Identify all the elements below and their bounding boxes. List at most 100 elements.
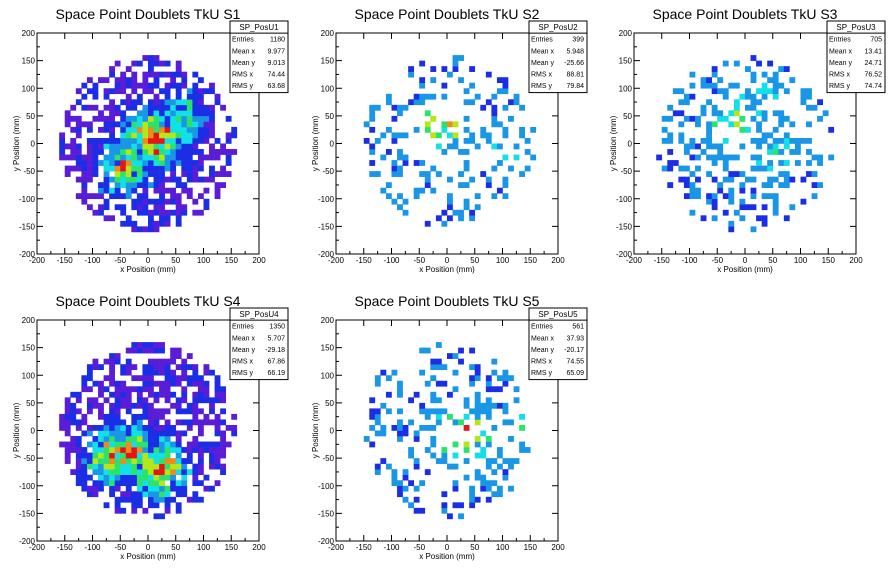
histogram-bin xyxy=(519,126,525,133)
y-tick-label: -150 xyxy=(318,222,335,231)
histogram-bin xyxy=(114,413,121,420)
histogram-bin xyxy=(120,77,127,84)
histogram-bin xyxy=(120,397,127,404)
histogram-bin xyxy=(98,447,104,453)
histogram-bin xyxy=(209,104,215,111)
histogram-bin xyxy=(491,469,498,475)
histogram-bin xyxy=(424,408,431,415)
histogram-bin xyxy=(153,413,160,420)
y-tick-label: -150 xyxy=(19,509,36,518)
histogram-bin xyxy=(413,463,420,470)
histogram-bin xyxy=(125,458,132,464)
histogram-bin xyxy=(435,358,442,365)
histogram-bin xyxy=(120,380,127,387)
histogram-bin xyxy=(120,424,127,431)
histogram-bin xyxy=(192,99,199,106)
histogram-bin xyxy=(491,143,498,150)
histogram-bin xyxy=(125,77,132,84)
histogram-bin xyxy=(131,458,138,464)
histogram-bin xyxy=(452,132,459,139)
histogram-bin xyxy=(125,171,132,177)
histogram-bin xyxy=(186,353,193,359)
histogram-bin xyxy=(480,171,487,177)
histogram-bin xyxy=(142,171,149,177)
histogram-bin xyxy=(209,121,215,128)
histogram-bin xyxy=(159,364,165,371)
histogram-bin xyxy=(159,132,165,139)
histogram-bin xyxy=(761,204,768,211)
stats-box-name: SP_PosU3 xyxy=(836,23,876,32)
histogram-bin xyxy=(491,110,498,117)
histogram-bin xyxy=(794,160,801,166)
histogram-bin xyxy=(181,110,188,117)
histogram-bin xyxy=(125,364,132,371)
histogram-bin xyxy=(772,77,779,84)
histogram-bin xyxy=(192,115,199,122)
histogram-bin xyxy=(86,193,93,200)
histogram-bin xyxy=(153,165,160,172)
histogram-bin xyxy=(474,402,481,409)
histogram-bin xyxy=(114,391,121,398)
histogram-bin xyxy=(170,209,177,216)
histogram-bin xyxy=(469,491,476,498)
histogram-bin xyxy=(142,485,149,492)
histogram-bin xyxy=(103,187,110,194)
histogram-bin xyxy=(86,408,93,415)
histogram-bin xyxy=(380,424,387,431)
histogram-bin xyxy=(733,110,740,117)
histogram-bin xyxy=(711,66,718,72)
y-tick-label: -50 xyxy=(620,167,632,176)
histogram-bin xyxy=(148,110,154,117)
histogram-bin xyxy=(92,397,99,404)
histogram-bin xyxy=(159,408,165,415)
histogram-bin xyxy=(491,165,498,172)
panel-title: Space Point Doublets TkU S3 xyxy=(653,6,838,22)
histogram-bin xyxy=(159,88,165,95)
histogram-bin xyxy=(374,413,381,420)
histogram-bin xyxy=(148,121,154,128)
histogram-bin xyxy=(385,375,392,382)
histogram-bin xyxy=(136,171,143,177)
histogram-bin xyxy=(209,447,215,453)
histogram-bin xyxy=(750,165,757,172)
histogram-bin xyxy=(203,121,210,128)
x-tick-label: -200 xyxy=(328,543,345,552)
histogram-bin xyxy=(98,149,104,155)
histogram-bin xyxy=(125,347,132,354)
histogram-bin xyxy=(380,132,387,139)
y-tick-label: 100 xyxy=(321,84,335,93)
histogram-bin xyxy=(783,160,790,166)
histogram-bin xyxy=(159,463,165,470)
stats-row-value: 63.68 xyxy=(267,83,285,90)
histogram-bin xyxy=(136,121,143,128)
histogram-bin xyxy=(231,149,238,155)
histogram-bin xyxy=(363,137,370,144)
histogram-bin xyxy=(209,408,215,415)
histogram-bin xyxy=(170,187,177,194)
panel-title: Space Point Doublets TkU S4 xyxy=(56,293,241,309)
histogram-bin xyxy=(103,88,110,95)
histogram-bin xyxy=(164,430,171,437)
histogram-bin xyxy=(148,402,154,409)
histogram-bin xyxy=(175,66,182,72)
x-tick-label: -150 xyxy=(57,543,74,552)
histogram-bin xyxy=(391,369,398,376)
histogram-bin xyxy=(778,160,785,166)
histogram-bin xyxy=(419,480,426,487)
histogram-bin xyxy=(125,66,132,72)
histogram-bin xyxy=(778,110,785,117)
histogram-bin xyxy=(197,458,204,464)
histogram-bin xyxy=(164,149,171,155)
histogram-bin xyxy=(678,88,685,95)
histogram-bin xyxy=(225,115,232,122)
histogram-bin xyxy=(452,441,459,448)
histogram-bin xyxy=(131,77,138,84)
histogram-bin xyxy=(209,126,215,133)
histogram-bin xyxy=(441,149,448,155)
histogram-bin xyxy=(86,375,93,382)
histogram-bin xyxy=(136,226,143,233)
histogram-bin xyxy=(175,215,182,222)
histogram-bin xyxy=(136,160,143,166)
histogram-bin xyxy=(109,413,115,420)
histogram-bin xyxy=(806,88,812,95)
